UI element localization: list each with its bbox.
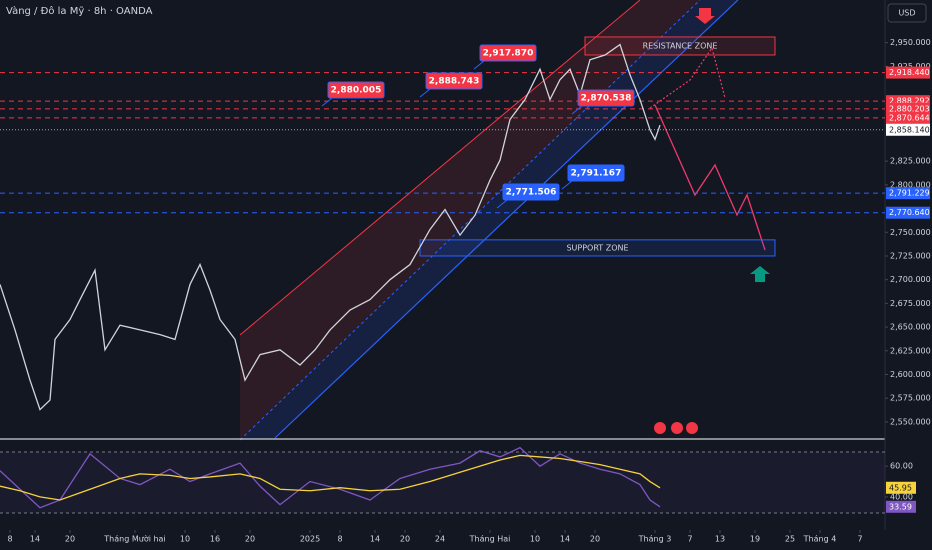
projection-alt [649, 46, 726, 109]
up-arrow [750, 266, 770, 282]
callout-label: 2,880.005 [331, 86, 382, 96]
x-tick-label: 10 [530, 535, 540, 544]
x-tick-label: 24 [435, 535, 445, 544]
y-tick-label: 60.00 [890, 462, 913, 471]
x-tick-label: 20 [400, 535, 410, 544]
callout-box [425, 72, 483, 90]
down-arrow [695, 8, 715, 24]
x-tick-label: 2025 [300, 535, 320, 544]
series-line [0, 446, 661, 509]
callout-label: 2,870.538 [581, 94, 632, 104]
x-tick-label: 19 [750, 535, 760, 544]
price-label-box [886, 206, 930, 219]
rsi-band [0, 452, 885, 513]
price-label-box [886, 66, 930, 79]
x-tick-label: 20 [590, 535, 600, 544]
callout-box [479, 44, 537, 62]
x-tick-label: 14 [370, 535, 380, 544]
x-tick-label: 16 [210, 535, 220, 544]
y-tick-label: 2,925.000 [890, 62, 931, 71]
last-value-box [886, 481, 916, 494]
x-tick-label: 14 [560, 535, 570, 544]
callout-leader [496, 199, 508, 209]
callout-label: 2,888.743 [429, 77, 480, 87]
callout-box [502, 183, 560, 201]
callout-label: 2,917.870 [483, 49, 534, 59]
x-tick-label: 13 [715, 535, 725, 544]
y-tick-label: 40.00 [890, 492, 913, 501]
event-icon[interactable] [686, 422, 698, 434]
callout-label: 2,791.167 [571, 169, 622, 179]
y-tick-label: 2,625.000 [890, 346, 931, 355]
price-label: 2,791.229 [889, 189, 930, 198]
lower-channel [240, 0, 738, 440]
price-label: 2,870.644 [889, 113, 930, 122]
x-tick-label: 20 [65, 535, 75, 544]
callout-label: 2,771.506 [506, 188, 557, 198]
channel-top [239, 0, 641, 336]
event-icon[interactable] [671, 422, 683, 434]
y-tick-label: 2,950.000 [890, 38, 931, 47]
x-tick-label: Tháng Mười hai [103, 534, 165, 544]
y-tick-label: 2,675.000 [890, 299, 931, 308]
last-value-box [886, 500, 916, 513]
price-label: 2,888.292 [889, 97, 930, 106]
callout-box [577, 89, 635, 107]
price-label: 2,770.640 [889, 208, 930, 217]
x-tick-label: 25 [785, 535, 795, 544]
currency[interactable]: USD [898, 9, 915, 18]
callout-leader [561, 180, 573, 190]
last-value-label: 45.95 [889, 483, 912, 492]
price-label-box [886, 102, 930, 115]
y-tick-label: 2,600.000 [890, 370, 931, 379]
x-tick-label: Tháng 4 [803, 535, 837, 544]
x-tick-label: 7 [687, 535, 692, 544]
callout-leader [321, 97, 333, 107]
y-tick-label: 2,825.000 [890, 157, 931, 166]
series-line [0, 454, 661, 501]
price-label: 2,880.203 [889, 104, 930, 113]
y-tick-label: 2,700.000 [890, 275, 931, 284]
price-label-box [886, 123, 930, 136]
price-label-box [886, 111, 930, 124]
event-icon[interactable] [654, 422, 666, 434]
y-tick-label: 2,750.000 [890, 228, 931, 237]
callout-box [567, 164, 625, 182]
x-tick-label: 8 [337, 535, 342, 544]
y-tick-label: 2,575.000 [890, 394, 931, 403]
y-tick-label: 2,650.000 [890, 323, 931, 332]
zone-label: SUPPORT ZONE [566, 243, 628, 252]
price-label-box [886, 187, 930, 200]
y-tick-label: 2,725.000 [890, 251, 931, 260]
price-label: 2,858.140 [889, 125, 930, 134]
callout-box [327, 81, 385, 99]
x-tick-label: 10 [180, 535, 190, 544]
zone [584, 36, 776, 56]
callout-leader [473, 60, 485, 70]
price-label: 2,918.440 [889, 68, 930, 77]
channel-mid [239, 0, 701, 441]
y-tick-label: 2,800.000 [890, 180, 931, 189]
x-tick-label: Tháng Hai [469, 535, 511, 544]
x-tick-label: 20 [245, 535, 255, 544]
callout-leader [419, 88, 431, 98]
projection-main [654, 104, 766, 251]
chart-title: Vàng / Đô la Mỹ · 8h · OANDA [6, 5, 153, 17]
zone-label: RESISTANCE ZONE [643, 41, 718, 50]
currency-button[interactable] [887, 3, 927, 23]
x-tick-label: 8 [7, 535, 12, 544]
x-tick-label: 14 [30, 535, 40, 544]
x-tick-label: Tháng 3 [638, 535, 672, 544]
x-tick-label: 7 [857, 535, 862, 544]
callout-leader [571, 105, 583, 115]
y-tick-label: 2,550.000 [890, 417, 931, 426]
last-value-label: 33.59 [889, 502, 912, 511]
